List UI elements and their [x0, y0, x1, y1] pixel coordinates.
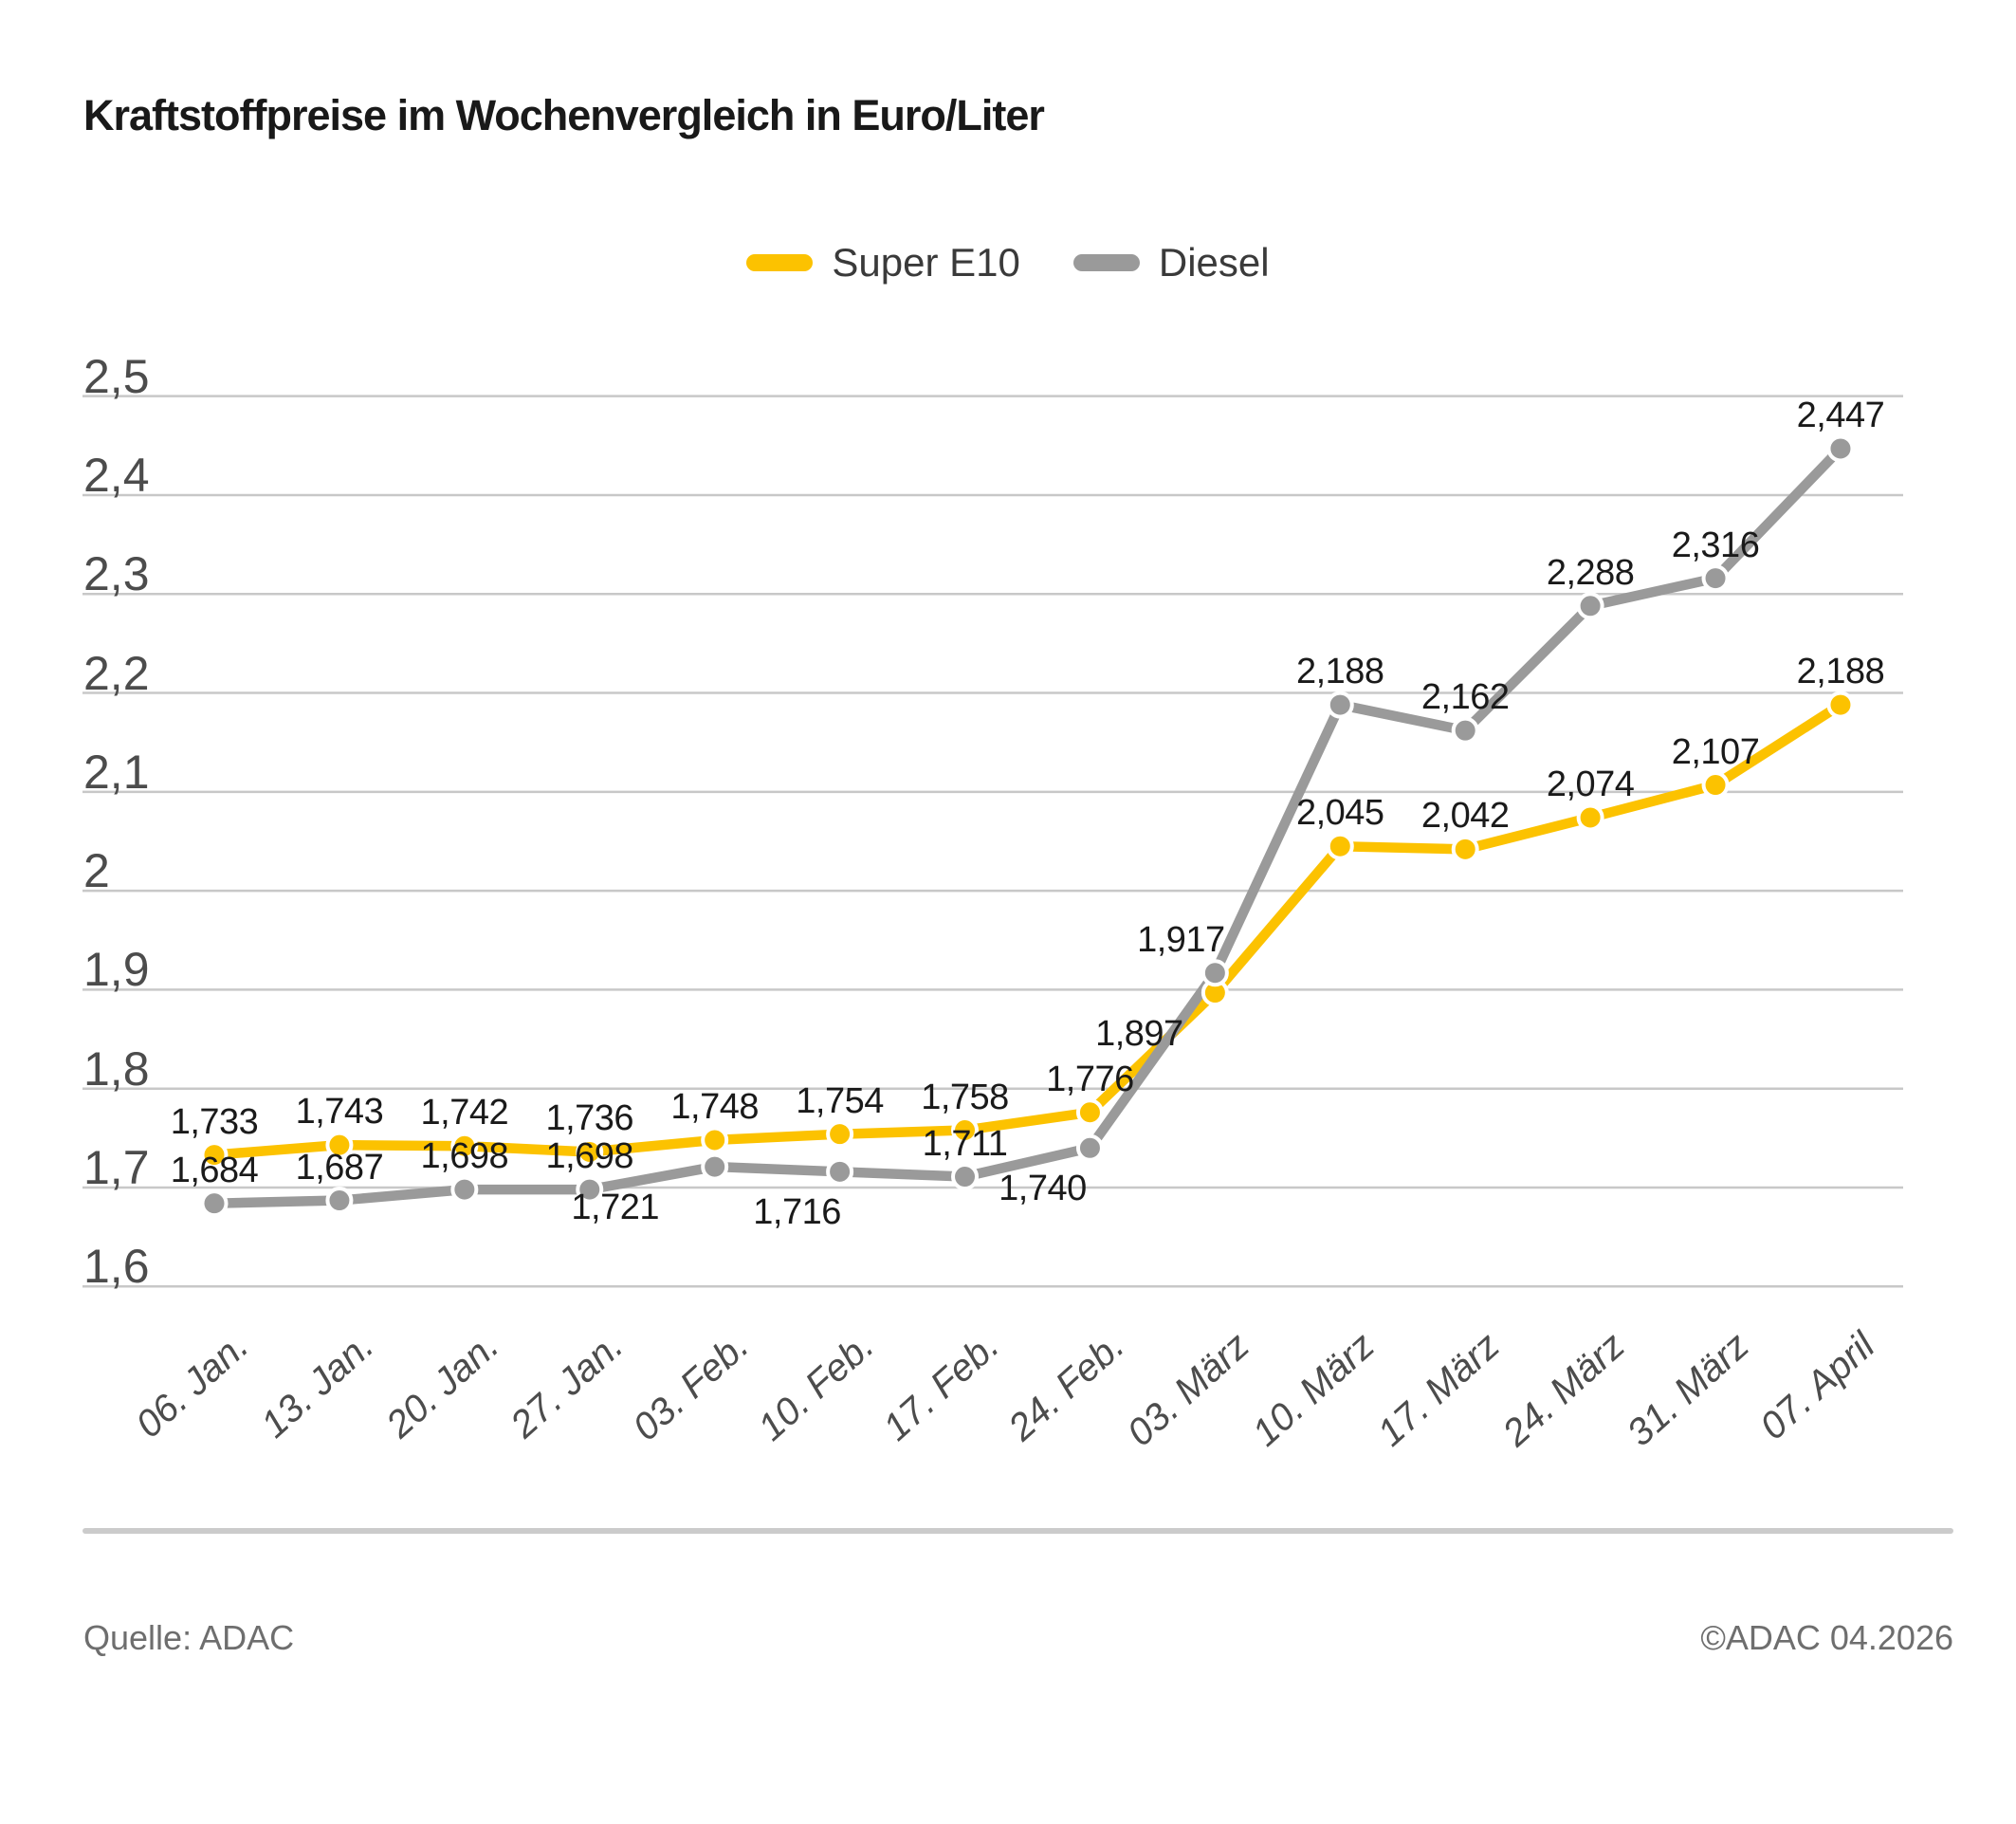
- data-label: 1,736: [545, 1098, 634, 1139]
- diesel-point: [200, 1189, 229, 1218]
- diesel-point: [1326, 691, 1354, 719]
- diesel-point: [1576, 592, 1604, 620]
- data-label: 2,188: [1796, 652, 1885, 692]
- super-e10-point: [1075, 1098, 1104, 1127]
- y-tick-label: 1,9: [83, 943, 150, 997]
- super-e10-point: [576, 1137, 604, 1166]
- diesel-point: [701, 1152, 729, 1181]
- super-e10-point: [325, 1131, 354, 1159]
- data-label: 1,687: [295, 1147, 384, 1188]
- legend-item-diesel: Diesel: [1072, 240, 1270, 286]
- data-label: 2,447: [1796, 395, 1885, 435]
- legend-swatch-icon: [746, 254, 814, 271]
- super-e10-point: [951, 1116, 980, 1145]
- data-label: 1,740: [999, 1169, 1087, 1209]
- data-label: 1,684: [170, 1150, 259, 1190]
- copyright-note: ©ADAC 04.2026: [1700, 1618, 1953, 1657]
- data-label: 2,162: [1420, 677, 1510, 718]
- chart-legend: Super E10 Diesel: [0, 239, 2016, 286]
- data-label: 1,917: [1137, 919, 1225, 960]
- data-label: 2,188: [1295, 652, 1384, 692]
- legend-label: Super E10: [832, 240, 1020, 285]
- data-label: 1,711: [922, 1123, 1008, 1164]
- line-chart: 2,5 2,4 2,3 2,2 2,1 2 1,9 1,8 1,7 1,6 06. Jan. 13. …: [82, 349, 1903, 1454]
- data-label: 2,074: [1546, 764, 1635, 804]
- legend-item-super-e10: Super E10: [746, 240, 1020, 286]
- super-e10-point: [1576, 803, 1604, 832]
- data-label: 1,716: [753, 1192, 841, 1233]
- data-label: 1,743: [295, 1092, 384, 1133]
- y-tick-label: 1,6: [83, 1240, 150, 1294]
- page-title: Kraftstoffpreise im Wochenvergleich in E…: [83, 91, 1045, 139]
- data-label: 1,733: [170, 1101, 259, 1142]
- data-label: 1,758: [921, 1077, 1009, 1117]
- y-tick-label: 2,5: [83, 349, 150, 403]
- super-e10-point: [1451, 835, 1479, 863]
- data-label: 1,754: [796, 1080, 884, 1121]
- diesel-point: [1075, 1133, 1104, 1162]
- data-label: 2,107: [1671, 731, 1760, 772]
- data-label: 1,742: [420, 1093, 509, 1133]
- super-e10-point: [826, 1120, 854, 1149]
- chart-canvas: [82, 395, 1903, 1288]
- data-label: 1,748: [670, 1086, 759, 1127]
- diesel-point: [1701, 564, 1730, 593]
- data-label: 1,776: [1046, 1059, 1134, 1099]
- data-label: 2,316: [1671, 525, 1760, 565]
- y-tick-label: 1,7: [83, 1141, 150, 1194]
- y-tick-label: 2,3: [83, 547, 150, 601]
- source-note: Quelle: ADAC: [83, 1618, 295, 1657]
- data-label: 2,045: [1295, 793, 1384, 834]
- data-label: 1,698: [420, 1136, 509, 1177]
- footer-divider: [82, 1528, 1953, 1534]
- data-label: 2,042: [1420, 796, 1510, 837]
- diesel-point: [951, 1163, 980, 1191]
- diesel-point: [325, 1187, 354, 1215]
- diesel-point: [576, 1175, 604, 1204]
- data-label: 2,288: [1546, 552, 1635, 593]
- y-tick-label: 1,8: [83, 1041, 150, 1096]
- super-e10-point: [1326, 832, 1354, 860]
- super-e10-point: [701, 1126, 729, 1154]
- diesel-point: [1826, 434, 1855, 463]
- data-label: 1,721: [571, 1188, 659, 1228]
- super-e10-point: [1701, 771, 1730, 800]
- diesel-point: [1451, 716, 1479, 745]
- diesel-line: [209, 443, 1846, 1208]
- y-tick-label: 2,2: [83, 646, 150, 700]
- diesel-point: [1200, 959, 1229, 987]
- data-label: 1,698: [545, 1136, 634, 1177]
- y-tick-label: 2: [83, 844, 110, 898]
- super-e10-point: [200, 1141, 229, 1170]
- y-tick-label: 2,4: [83, 448, 150, 502]
- super-e10-point: [450, 1132, 479, 1160]
- super-e10-point: [1826, 691, 1855, 719]
- super-e10-line: [209, 699, 1846, 1160]
- footer: Quelle: ADAC ©ADAC 04.2026: [83, 1618, 1953, 1658]
- data-label: 1,897: [1095, 1013, 1183, 1054]
- diesel-point: [450, 1175, 479, 1204]
- legend-label: Diesel: [1158, 240, 1270, 285]
- legend-swatch-icon: [1072, 254, 1140, 271]
- y-tick-label: 2,1: [83, 745, 150, 799]
- diesel-point: [826, 1157, 854, 1186]
